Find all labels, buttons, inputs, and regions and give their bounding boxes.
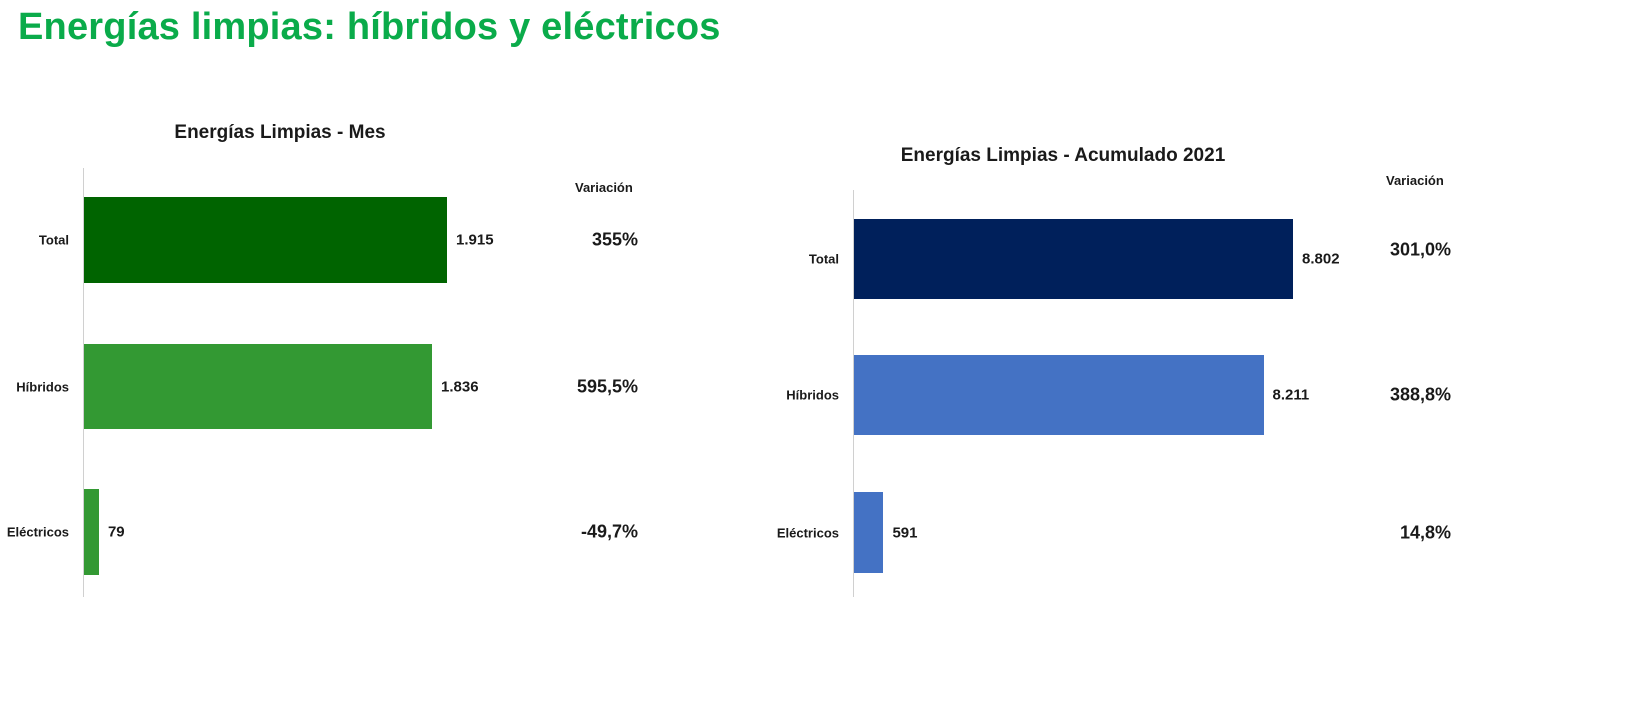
variation-value: 355% bbox=[591, 229, 638, 250]
variation-value: 388,8% bbox=[1389, 384, 1451, 405]
value-label: 1.915 bbox=[456, 231, 494, 249]
category-label: Híbridos bbox=[786, 387, 839, 403]
page-title: Energías limpias: híbridos y eléctricos bbox=[18, 6, 721, 48]
category-label: Híbridos bbox=[16, 379, 69, 394]
value-label: 8.802 bbox=[1302, 250, 1340, 268]
chart-title: Energías Limpias - Mes bbox=[174, 122, 386, 143]
category-label: Total bbox=[38, 232, 69, 248]
value-label: 1.836 bbox=[441, 378, 479, 395]
bar-electricos[interactable] bbox=[84, 489, 99, 575]
bar-total[interactable] bbox=[84, 197, 447, 283]
category-label: Eléctricos bbox=[6, 524, 69, 540]
category-label: Eléctricos bbox=[776, 525, 839, 540]
value-label: 8.211 bbox=[1272, 386, 1310, 404]
variation-value: 14,8% bbox=[1399, 522, 1451, 542]
variation-value: 301,0% bbox=[1389, 239, 1451, 260]
value-label: 591 bbox=[892, 524, 918, 541]
category-axis bbox=[853, 190, 854, 597]
bar-total[interactable] bbox=[854, 219, 1293, 299]
bar-electricos[interactable] bbox=[854, 492, 884, 573]
variation-header: Variación bbox=[575, 180, 633, 195]
variation-value: -49,7% bbox=[580, 521, 638, 542]
chart-title: Energías Limpias - Acumulado 2021 bbox=[900, 145, 1226, 166]
bar-hibridos[interactable] bbox=[854, 355, 1264, 435]
variation-value: 595,5% bbox=[576, 376, 638, 396]
variation-header: Variación bbox=[1386, 173, 1444, 188]
category-axis bbox=[83, 168, 84, 597]
category-label: Total bbox=[808, 251, 839, 267]
bar-hibridos[interactable] bbox=[84, 344, 433, 429]
value-label: 79 bbox=[107, 523, 125, 541]
